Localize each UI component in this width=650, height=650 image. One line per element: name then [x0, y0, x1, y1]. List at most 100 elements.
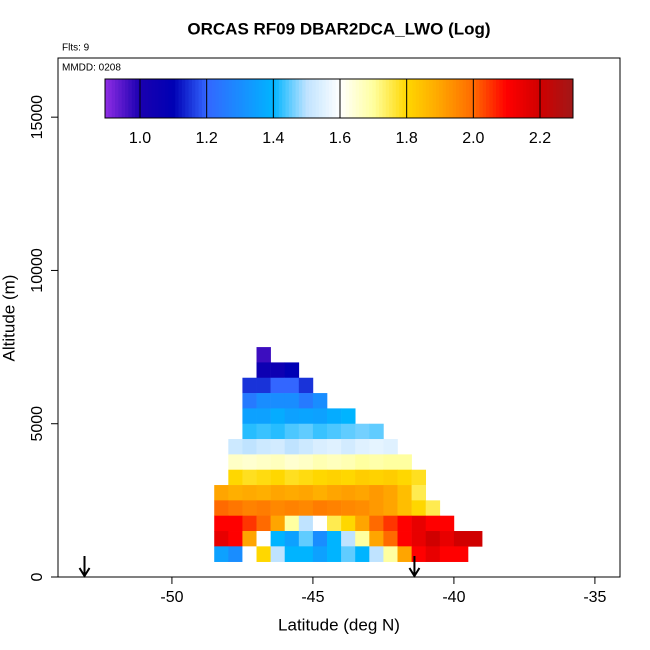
heat-cell: [369, 423, 384, 440]
colorbar-segment: [419, 79, 424, 118]
heat-cell: [284, 485, 300, 501]
heat-cell: [284, 500, 300, 516]
colorbar-segment: [298, 79, 303, 118]
heat-cell: [425, 500, 441, 516]
colorbar-segment: [242, 79, 246, 118]
colorbar-segment: [479, 79, 484, 118]
heat-cell: [341, 500, 356, 516]
heat-cell: [256, 393, 271, 409]
heat-cell: [284, 439, 300, 455]
plot-frame: [57, 57, 621, 578]
colorbar-segment: [168, 79, 173, 118]
colorbar-segment: [499, 79, 504, 118]
colorbar-segment: [215, 79, 220, 118]
heat-cell: [341, 454, 356, 471]
colorbar-segment: [476, 79, 480, 118]
heat-cell: [214, 546, 229, 562]
heat-cell: [242, 546, 257, 562]
heat-cell: [383, 515, 398, 532]
colorbar-segment: [155, 79, 159, 118]
colorbar-segment: [415, 79, 420, 118]
colorbar-segment: [412, 79, 417, 118]
y-tick-label: 5000: [29, 406, 46, 442]
chart-title: ORCAS RF09 DBAR2DCA_LWO (Log): [187, 19, 490, 38]
heat-cell: [284, 515, 300, 532]
colorbar-segment: [295, 79, 300, 118]
heat-cell: [425, 515, 441, 532]
colorbar-segment: [232, 79, 236, 118]
colorbar-segment: [205, 79, 210, 118]
heat-cell: [312, 500, 328, 516]
heat-cell: [298, 546, 314, 562]
heat-cell: [355, 531, 370, 547]
heat-cell: [397, 469, 412, 486]
heat-cell: [270, 469, 286, 486]
colorbar-segment: [365, 79, 370, 118]
y-tick-label: 15000: [29, 95, 46, 140]
colorbar-segment: [562, 79, 567, 118]
heat-cell: [355, 515, 370, 532]
colorbar-segment: [445, 79, 450, 118]
heat-cell: [284, 469, 300, 486]
heat-cell: [383, 485, 398, 501]
heat-cell: [256, 469, 271, 486]
arrow-marker: [78, 556, 91, 578]
colorbar-segment: [131, 79, 136, 118]
heat-cell: [284, 377, 300, 394]
colorbar-segment: [556, 79, 561, 118]
heat-cell: [270, 362, 286, 379]
heat-cell: [312, 515, 328, 532]
colorbar-segment: [449, 79, 454, 118]
colorbar-segment: [425, 79, 430, 118]
colorbar-segment: [335, 79, 340, 118]
heat-cell: [439, 546, 455, 562]
heat-cell: [411, 469, 427, 486]
heat-cell: [411, 531, 427, 547]
heat-cell: [369, 500, 384, 516]
heat-cell: [298, 393, 314, 409]
heat-cell: [298, 485, 314, 501]
heat-cell: [327, 515, 342, 532]
colorbar-segment: [456, 79, 460, 118]
heat-cell: [284, 531, 300, 547]
colorbar-segment: [355, 79, 360, 118]
heat-cell: [228, 485, 243, 501]
colorbar-segment: [536, 79, 541, 118]
x-tick-label: -40: [442, 589, 465, 606]
heat-cell: [341, 485, 356, 501]
colorbar-segment: [161, 79, 166, 118]
heat-cell: [341, 469, 356, 486]
heat-cell: [228, 454, 243, 471]
heat-cell: [312, 408, 328, 425]
colorbar-segment: [516, 79, 521, 118]
heat-cell: [270, 377, 286, 394]
colorbar-segment: [362, 79, 367, 118]
heat-cell: [397, 515, 412, 532]
heat-cell: [312, 546, 328, 562]
colorbar-segment: [379, 79, 383, 118]
y-axis-title: Altitude (m): [0, 275, 18, 362]
heat-cell: [369, 515, 384, 532]
colorbar-segment: [466, 79, 470, 118]
heat-cell: [242, 500, 257, 516]
colorbar-segment: [332, 79, 337, 118]
heat-cell: [298, 454, 314, 471]
colorbar-segment: [302, 79, 307, 118]
colorbar-segment: [181, 79, 186, 118]
colorbar-segment: [188, 79, 193, 118]
colorbar-segment: [135, 79, 139, 118]
colorbar-segment: [245, 79, 250, 118]
colorbar-segment: [452, 79, 457, 118]
heat-cell: [298, 515, 314, 532]
heat-cell: [298, 531, 314, 547]
colorbar-segment: [489, 79, 494, 118]
heat-cell: [228, 546, 243, 562]
heat-cell: [256, 347, 271, 363]
colorbar-segment: [275, 79, 280, 118]
date-label: MMDD: 0208: [62, 63, 121, 74]
colorbar-segment: [265, 79, 270, 118]
heat-cell: [439, 531, 455, 547]
colorbar-segment: [422, 79, 427, 118]
heat-cell: [270, 485, 286, 501]
colorbar-segment: [459, 79, 464, 118]
